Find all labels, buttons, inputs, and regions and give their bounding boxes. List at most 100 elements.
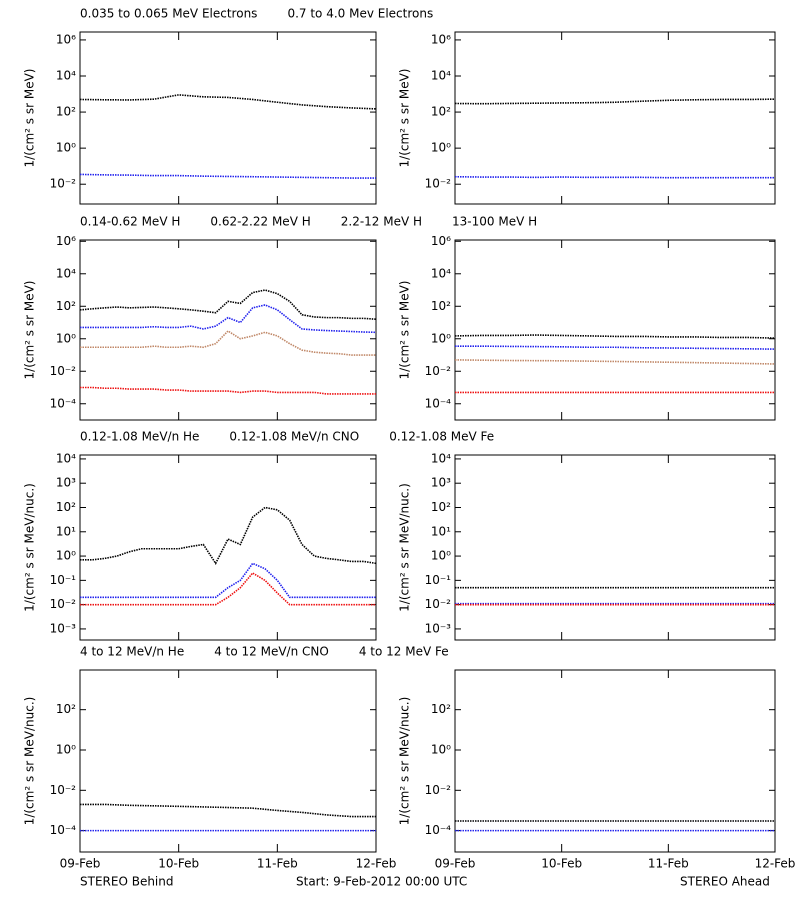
y-tick-label: 10⁰ — [431, 331, 451, 345]
legend-entry: 0.035 to 0.065 MeV Electrons — [80, 7, 257, 21]
legend-entry: 0.7 to 4.0 Mev Electrons — [287, 7, 433, 21]
y-tick-label: 10² — [56, 500, 76, 514]
series-line — [455, 345, 776, 350]
y-axis-label: 1/(cm² s sr MeV/nuc.) — [398, 483, 412, 612]
plot-frame — [454, 454, 776, 641]
series-line — [80, 803, 376, 818]
y-tick-label: 10³ — [431, 476, 451, 490]
y-tick-label: 10⁶ — [431, 32, 451, 46]
y-tick-label: 10⁰ — [56, 141, 76, 155]
legend-entry: 4 to 12 MeV/n CNO — [214, 645, 329, 659]
y-tick-label: 10⁶ — [56, 234, 76, 248]
x-tick-label: 12-Feb — [755, 857, 796, 871]
y-axis-label: 1/(cm² s sr MeV) — [398, 281, 412, 380]
y-tick-label: 10⁻² — [50, 364, 77, 378]
y-tick-label: 10⁴ — [56, 266, 76, 280]
y-axis-label: 1/(cm² s sr MeV) — [23, 69, 37, 168]
y-axis-label: 1/(cm² s sr MeV/nuc.) — [23, 697, 37, 826]
y-tick-label: 10⁴ — [56, 451, 76, 465]
y-tick-label: 10⁻⁴ — [50, 396, 77, 410]
y-tick-label: 10⁻² — [425, 177, 452, 191]
legend-entry: 0.14-0.62 MeV H — [80, 215, 180, 229]
y-tick-label: 10⁻⁴ — [425, 823, 452, 837]
y-tick-label: 10⁻¹ — [50, 573, 77, 587]
y-tick-label: 10² — [431, 105, 451, 119]
y-tick-label: 10⁴ — [431, 266, 451, 280]
y-tick-label: 10⁰ — [431, 742, 451, 756]
y-tick-label: 10² — [56, 702, 76, 716]
legend-entry: 0.12-1.08 MeV/n He — [80, 430, 199, 444]
x-tick-label: 10-Feb — [541, 857, 582, 871]
series-line — [454, 334, 776, 339]
y-tick-label: 10⁻² — [425, 597, 452, 611]
y-tick-label: 10⁻³ — [50, 621, 77, 635]
legend-entry: 4 to 12 MeV/n He — [80, 645, 184, 659]
y-axis-label: 1/(cm² s sr MeV) — [398, 69, 412, 168]
series-line — [80, 572, 376, 606]
series-line — [80, 562, 376, 599]
plot-frame — [79, 239, 377, 421]
series-line — [79, 173, 376, 179]
series-line — [79, 94, 377, 110]
series-line — [454, 359, 776, 365]
y-axis-label: 1/(cm² s sr MeV) — [23, 281, 37, 380]
series-line — [80, 506, 377, 565]
y-tick-label: 10⁰ — [431, 549, 451, 563]
plot-frame — [79, 31, 377, 205]
y-tick-label: 10⁰ — [56, 331, 76, 345]
y-tick-label: 10⁻² — [50, 597, 77, 611]
x-tick-label: 09-Feb — [435, 857, 476, 871]
y-tick-label: 10² — [56, 299, 76, 313]
y-tick-label: 10⁻⁴ — [50, 823, 77, 837]
plot-frame — [454, 239, 776, 421]
legend-entry: 0.12-1.08 MeV Fe — [389, 430, 494, 444]
x-tick-label: 09-Feb — [60, 857, 101, 871]
footer-right: STEREO Ahead — [680, 875, 770, 889]
y-tick-label: 10¹ — [431, 524, 451, 538]
legend-entry: 0.62-2.22 MeV H — [210, 215, 310, 229]
y-axis-label: 1/(cm² s sr MeV/nuc.) — [23, 483, 37, 612]
legend-entry: 2.2-12 MeV H — [341, 215, 422, 229]
plot-frame — [79, 669, 377, 853]
plot-frame — [79, 454, 377, 641]
y-tick-label: 10⁰ — [56, 549, 76, 563]
y-tick-label: 10² — [431, 702, 451, 716]
y-tick-label: 10⁰ — [431, 141, 451, 155]
y-tick-label: 10² — [431, 500, 451, 514]
y-tick-label: 10⁶ — [431, 234, 451, 248]
plot-frame — [454, 669, 776, 853]
y-tick-label: 10³ — [56, 476, 76, 490]
x-tick-label: 10-Feb — [158, 857, 199, 871]
series-line — [454, 98, 776, 105]
legend-entry: 4 to 12 MeV Fe — [359, 645, 449, 659]
y-tick-label: 10⁶ — [56, 32, 76, 46]
footer-center: Start: 9-Feb-2012 00:00 UTC — [296, 875, 467, 889]
y-tick-label: 10² — [56, 105, 76, 119]
y-tick-label: 10⁻² — [50, 177, 77, 191]
y-tick-label: 10⁻² — [425, 364, 452, 378]
y-tick-label: 10⁻¹ — [425, 573, 452, 587]
series-line — [80, 386, 376, 395]
y-tick-label: 10¹ — [56, 524, 76, 538]
series-line — [80, 304, 377, 334]
y-tick-label: 10⁻² — [425, 783, 452, 797]
x-tick-label: 11-Feb — [257, 857, 298, 871]
y-tick-label: 10⁻³ — [425, 621, 452, 635]
footer-left: STEREO Behind — [80, 875, 174, 889]
y-axis-label: 1/(cm² s sr MeV/nuc.) — [398, 697, 412, 826]
x-tick-label: 11-Feb — [648, 857, 689, 871]
series-line — [80, 329, 376, 356]
y-tick-label: 10⁰ — [56, 742, 76, 756]
x-tick-label: 12-Feb — [356, 857, 397, 871]
legend-entry: 0.12-1.08 MeV/n CNO — [229, 430, 359, 444]
y-tick-label: 10⁻⁴ — [425, 396, 452, 410]
series-line — [454, 175, 775, 179]
y-tick-label: 10⁴ — [431, 68, 451, 82]
y-tick-label: 10² — [431, 299, 451, 313]
plot-frame — [454, 31, 776, 205]
y-tick-label: 10⁴ — [431, 451, 451, 465]
y-tick-label: 10⁻² — [50, 783, 77, 797]
